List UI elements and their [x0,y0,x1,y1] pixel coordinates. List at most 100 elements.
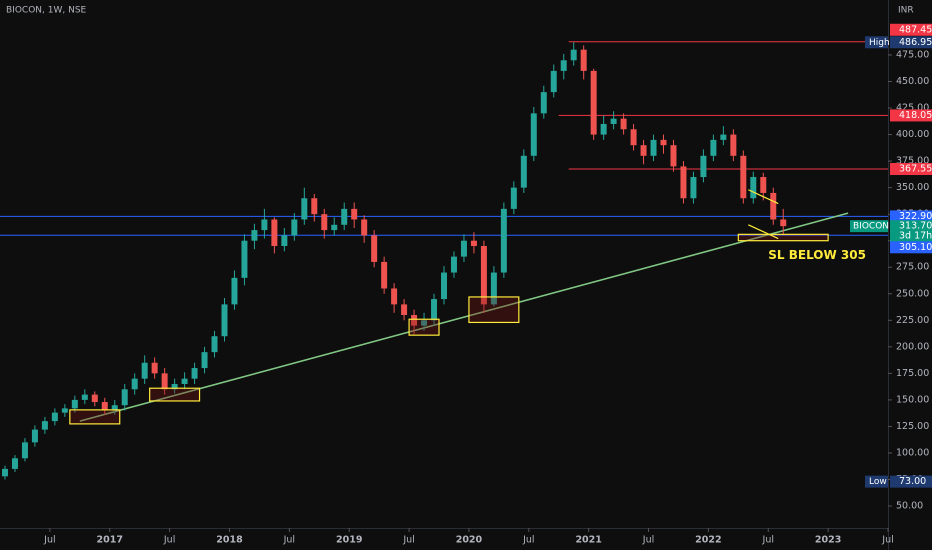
candle-body [510,187,517,209]
trendline [79,212,849,422]
candle-body [740,155,747,199]
price-tag-label: 487.45 [899,24,932,35]
candle-body [351,208,358,220]
candle-body [301,198,308,220]
candle-body [51,412,58,422]
candle-body [251,230,258,241]
candle-body [550,70,557,93]
y-tick-label: 425.00 [896,103,929,114]
candle-body [560,60,567,71]
candle-body [630,129,637,146]
candle-body [610,118,617,124]
price-tag-name-box [850,220,888,233]
price-tag-name: Low [869,477,887,487]
x-tick-label: 2019 [336,535,362,546]
y-tick-label: 350.00 [896,182,929,193]
price-tag [890,36,932,49]
price-tag-label: 418.05 [899,110,932,121]
y-tick-label: 400.00 [896,129,929,140]
candle-body [91,394,98,403]
candle-body [221,304,228,337]
highlight-box [737,233,829,242]
x-tick-label: Jul [283,535,295,546]
x-tick-label: Jul [402,535,414,546]
candle-body [191,368,198,379]
candle-body [211,336,218,353]
candle-body [161,373,168,390]
x-tick-label: 2017 [97,535,123,546]
candle-body [780,219,787,227]
y-tick-label: 225.00 [896,315,929,326]
candle-body [411,314,418,326]
candle-body [700,155,707,178]
candle-body [131,378,138,390]
y-tick-label: 475.00 [896,49,929,60]
price-tag-sub: 3d 17h [899,231,932,242]
candle-body [680,166,687,199]
candle-body [261,219,268,231]
y-tick-label: 275.00 [896,262,929,273]
price-tag-label: 322.90 [899,211,932,222]
x-tick-label: 2021 [575,535,601,546]
price-tag [890,163,932,176]
candle-body [241,240,248,278]
price-tag-name-box [865,36,888,49]
price-tag-name: BIOCON [853,222,889,232]
candle-body [450,256,457,273]
y-tick-label: 450.00 [896,76,929,87]
x-tick-label: Jul [163,535,175,546]
candle-body [21,442,28,459]
candle-body [41,421,48,430]
candle-body [141,362,148,379]
candle-body [181,378,188,384]
candle-body [470,240,477,247]
candle-body [271,219,278,247]
price-tag-name-box [865,475,888,488]
candle-body [31,429,38,443]
chart-title: BIOCON, 1W, NSE [6,6,87,16]
candle-body [371,235,378,262]
x-tick-label: 2018 [216,535,243,546]
price-tag-label: 305.10 [899,242,932,253]
candle-body [530,113,537,156]
candle-body [201,352,208,369]
price-tag [890,475,932,488]
y-tick-label: 100.00 [896,447,929,458]
y-tick-label: 150.00 [896,394,929,405]
candle-body [650,139,657,156]
price-tag [890,109,932,122]
x-tick-label: Jul [43,535,55,546]
candle-body [391,288,398,305]
y-tick-label: 50.00 [896,501,923,512]
price-tag-label: 313.70 [899,221,932,232]
candle-body [720,134,727,140]
y-tick-label: 175.00 [896,368,929,379]
candle-body [381,261,388,289]
x-tick-label: Jul [881,535,893,546]
candle-body [490,272,497,305]
candle-body [580,49,587,71]
highlight-box [468,296,520,324]
x-tick-label: Jul [642,535,654,546]
candle-body [760,177,767,193]
candle-body [710,139,717,156]
y-tick-label: 200.00 [896,341,929,352]
price-tag-label: 73.00 [899,476,926,487]
price-tag [890,23,932,36]
x-tick-label: 2022 [695,535,721,546]
highlight-box [408,318,440,336]
wedge-line [748,224,779,240]
highlight-box [149,387,201,402]
candle-body [331,224,338,231]
candle-body [620,118,627,130]
candle-body [640,145,647,156]
candle-body [101,402,108,411]
price-tag-name: High [869,38,890,48]
candle-body [770,192,777,220]
candle-body [11,458,18,469]
wedge-line [748,189,779,205]
candle-body [281,235,288,247]
candle-body [570,49,577,61]
